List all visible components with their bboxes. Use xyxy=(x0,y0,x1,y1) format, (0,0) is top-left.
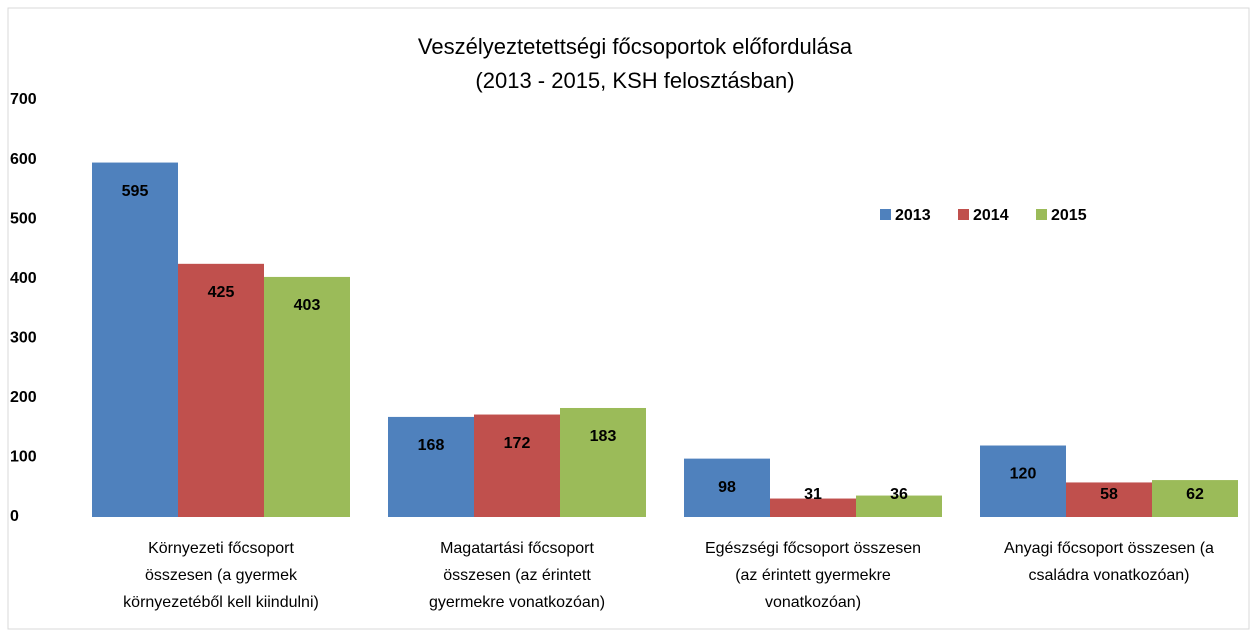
chart-title: Veszélyeztetettségi főcsoportok előfordu… xyxy=(418,34,853,59)
legend-swatch xyxy=(880,209,891,220)
y-tick-label: 300 xyxy=(10,330,37,347)
data-label: 403 xyxy=(294,297,321,314)
bar xyxy=(178,263,264,517)
x-tick-label: összesen (a gyermek xyxy=(145,567,298,584)
data-label: 425 xyxy=(208,284,235,301)
x-tick-label: Környezeti főcsoport xyxy=(148,540,294,557)
legend-label: 2015 xyxy=(1051,207,1087,224)
data-label: 183 xyxy=(590,428,617,445)
legend-swatch xyxy=(1036,209,1047,220)
x-tick-label: Anyagi főcsoport összesen (a xyxy=(1004,540,1214,557)
y-tick-label: 200 xyxy=(10,389,37,406)
bar xyxy=(560,407,646,517)
x-tick-label: összesen (az érintett xyxy=(443,567,591,584)
x-tick-label: környezetéből kell kiindulni) xyxy=(123,594,319,611)
bar xyxy=(980,445,1066,517)
legend-label: 2014 xyxy=(973,207,1009,224)
x-tick-label: Egészségi főcsoport összesen xyxy=(705,540,921,557)
data-label: 98 xyxy=(718,479,736,496)
x-tick-label: Magatartási főcsoport xyxy=(440,540,594,557)
data-label: 172 xyxy=(504,435,531,452)
bar xyxy=(1152,480,1238,517)
data-label: 595 xyxy=(122,183,149,200)
data-label: 31 xyxy=(804,486,822,503)
bar xyxy=(474,414,560,517)
data-label: 168 xyxy=(418,437,445,454)
bar xyxy=(856,495,942,517)
bar xyxy=(92,162,178,518)
x-tick-label: vonatkozóan) xyxy=(765,594,861,611)
bar xyxy=(388,416,474,517)
data-label: 120 xyxy=(1010,466,1037,483)
y-tick-label: 500 xyxy=(10,210,37,227)
data-label: 58 xyxy=(1100,486,1118,503)
x-tick-label: családra vonatkozóan) xyxy=(1029,567,1190,584)
bar xyxy=(1066,482,1152,517)
y-tick-label: 400 xyxy=(10,270,37,287)
x-tick-label: (az érintett gyermekre xyxy=(735,567,891,584)
bar xyxy=(684,458,770,517)
y-tick-label: 700 xyxy=(10,91,37,108)
bar xyxy=(264,276,350,517)
x-tick-label: gyermekre vonatkozóan) xyxy=(429,594,605,611)
y-tick-label: 600 xyxy=(10,151,37,168)
y-tick-label: 0 xyxy=(10,508,19,525)
y-tick-label: 100 xyxy=(10,449,37,466)
chart-subtitle: (2013 - 2015, KSH felosztásban) xyxy=(475,68,794,93)
legend-label: 2013 xyxy=(895,207,931,224)
data-label: 36 xyxy=(890,486,908,503)
legend-swatch xyxy=(958,209,969,220)
bar xyxy=(770,498,856,517)
data-label: 62 xyxy=(1186,486,1204,503)
